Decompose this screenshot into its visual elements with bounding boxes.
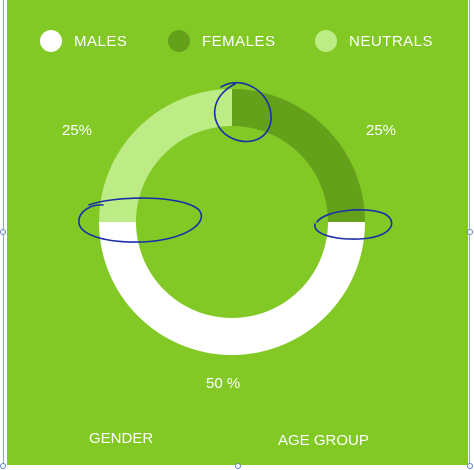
legend-label-females: FEMALES [202, 32, 276, 50]
resize-handle-bottom[interactable] [235, 463, 241, 469]
donut-chart [78, 81, 393, 355]
chart-card: MALES FEMALES NEUTRALS 25% 25% 50 % GEND… [7, 0, 468, 465]
annotation-loop-right [314, 209, 393, 240]
data-label-females: 25% [366, 122, 397, 139]
annotation-loop-left [78, 197, 203, 243]
donut-slice-neutrals [99, 89, 232, 222]
resize-handle-bottom-left[interactable] [0, 463, 6, 469]
legend-label-males: MALES [74, 32, 128, 50]
legend-item-females: FEMALES [168, 30, 276, 52]
legend-label-neutrals: NEUTRALS [349, 32, 434, 50]
legend-item-males: MALES [40, 30, 127, 52]
legend-swatch-males [40, 30, 62, 52]
legend-item-neutrals: NEUTRALS [315, 30, 433, 52]
legend-swatch-females [168, 30, 190, 52]
annotation-loop-top [213, 81, 272, 143]
donut-slice-males [99, 222, 365, 355]
donut-slice-females [232, 89, 365, 222]
data-label-neutrals: 25% [62, 122, 93, 139]
resize-handle-right[interactable] [467, 229, 473, 235]
data-label-males: 50 % [206, 375, 241, 392]
resize-handle-left[interactable] [0, 229, 6, 235]
footer-age-group-label[interactable]: AGE GROUP [278, 432, 369, 449]
footer-gender-label[interactable]: GENDER [89, 430, 154, 447]
resize-handle-bottom-right[interactable] [467, 463, 473, 469]
legend-swatch-neutrals [315, 30, 337, 52]
